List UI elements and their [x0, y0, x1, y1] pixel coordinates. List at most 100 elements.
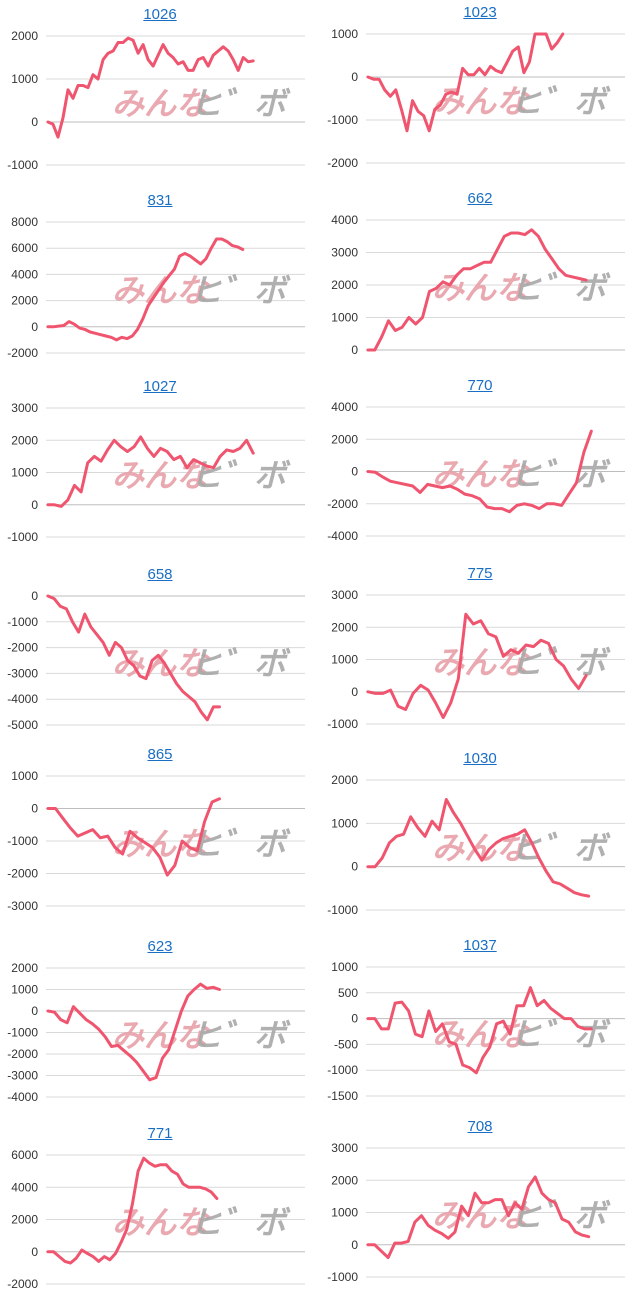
- series-line: [366, 986, 593, 1075]
- y-tick-label: -5000: [7, 718, 38, 732]
- chart-title-link[interactable]: 775: [467, 565, 493, 582]
- y-tick-label: 0: [31, 1245, 38, 1259]
- y-tick-label: 8000: [11, 215, 38, 229]
- chart-panel-770: 770 4000 2000 0 -2000 -4000 みんな ヒ゛ボ: [320, 377, 640, 570]
- y-tick-label: -2000: [7, 641, 38, 655]
- chart-title-link[interactable]: 771: [147, 1125, 173, 1142]
- chart-panel-708: 708 3000 2000 1000 0 -1000 みんな ヒ゛ボ: [320, 1118, 640, 1316]
- watermark-text-left: みんな: [112, 1017, 211, 1055]
- y-tick-label: 500: [338, 986, 358, 1000]
- y-tick-label: -2000: [327, 497, 358, 511]
- chart-panel-771: 771 6000 4000 2000 0 -2000 みんな ヒ゛ボ: [0, 1125, 320, 1316]
- series-line: [46, 1156, 219, 1265]
- y-tick-label: -1000: [7, 530, 38, 544]
- y-tick-label: -1000: [7, 1026, 38, 1040]
- watermark-text-right: ヒ゛ボ: [510, 83, 611, 121]
- series-line: [366, 32, 565, 133]
- chart-title-link[interactable]: 1023: [463, 4, 497, 21]
- chart-title-link[interactable]: 708: [467, 1118, 493, 1135]
- y-tick-label: 0: [351, 343, 358, 357]
- watermark-text-right: ヒ゛ボ: [510, 269, 611, 307]
- series-line: [366, 798, 591, 898]
- chart-title-link[interactable]: 1037: [463, 937, 497, 954]
- y-tick-label: 2000: [11, 433, 38, 447]
- series-line: [46, 982, 221, 1082]
- series-line: [366, 228, 588, 352]
- watermark-text-left: みんな: [112, 272, 211, 310]
- series-line: [46, 36, 255, 139]
- y-tick-label: 0: [31, 802, 38, 816]
- series-line: [366, 429, 593, 514]
- y-tick-label: 0: [351, 1238, 358, 1252]
- chart-panel-831: 831 8000 6000 4000 2000 0 -2000 みんな ヒ゛ボ: [0, 192, 320, 384]
- y-tick-label: 1000: [11, 769, 38, 783]
- chart-title-link[interactable]: 865: [147, 746, 173, 763]
- watermark-text-right: ヒ゛ボ: [190, 825, 291, 863]
- y-tick-label: 2000: [331, 1173, 358, 1187]
- watermark-text-left: みんな: [112, 457, 211, 495]
- y-tick-label: 4000: [331, 213, 358, 227]
- y-tick-label: 1000: [331, 960, 358, 974]
- y-tick-label: 0: [31, 498, 38, 512]
- y-tick-label: -1000: [7, 615, 38, 629]
- chart-title-link[interactable]: 1027: [143, 378, 177, 395]
- y-tick-label: 6000: [11, 241, 38, 255]
- y-tick-label: 2000: [331, 278, 358, 292]
- series-line: [46, 435, 255, 508]
- watermark-text-right: ヒ゛ボ: [190, 1017, 291, 1055]
- y-tick-label: 0: [31, 115, 38, 129]
- y-tick-label: 6000: [11, 1148, 38, 1162]
- y-tick-label: 3000: [331, 1141, 358, 1155]
- y-tick-label: 2000: [11, 29, 38, 43]
- chart-title-link[interactable]: 623: [147, 938, 173, 955]
- y-tick-label: 3000: [331, 588, 358, 602]
- y-tick-label: -1000: [327, 717, 358, 731]
- series-line: [46, 237, 245, 342]
- y-tick-label: -3000: [7, 666, 38, 680]
- y-tick-label: 0: [351, 860, 358, 874]
- y-tick-label: -1500: [327, 1089, 358, 1103]
- series-line: [46, 594, 221, 722]
- chart-title-link[interactable]: 831: [147, 192, 173, 209]
- watermark-text-right: ヒ゛ボ: [190, 272, 291, 310]
- chart-title-link[interactable]: 658: [147, 566, 173, 583]
- series-line: [366, 1175, 591, 1260]
- y-tick-label: -2000: [7, 1047, 38, 1061]
- watermark-text-right: ヒ゛ボ: [510, 829, 611, 867]
- chart-title-link[interactable]: 662: [467, 190, 493, 207]
- y-tick-label: 3000: [331, 246, 358, 260]
- watermark-text-right: ヒ゛ボ: [190, 457, 291, 495]
- chart-title-link[interactable]: 770: [467, 377, 493, 394]
- chart-title-link[interactable]: 1030: [463, 750, 497, 767]
- y-tick-label: 4000: [331, 400, 358, 414]
- chart-title-link[interactable]: 1026: [143, 6, 177, 23]
- chart-panel-623: 623 2000 1000 0 -1000 -2000 -3000 -4000 みんな ヒ゛ボ: [0, 938, 320, 1128]
- y-tick-label: 2000: [331, 432, 358, 446]
- y-tick-label: 4000: [11, 267, 38, 281]
- chart-panel-1037: 1037 1000 500 0 -500 -1000 -1500 みんな ヒ゛ボ: [320, 937, 640, 1128]
- y-tick-label: -2000: [7, 346, 38, 360]
- watermark-text-left: みんな: [112, 645, 211, 683]
- y-tick-label: -3000: [7, 899, 38, 913]
- chart-panel-1027: 1027 3000 2000 1000 0 -1000 みんな ヒ゛ボ: [0, 378, 320, 570]
- watermark-text-right: ヒ゛ボ: [510, 456, 611, 494]
- y-tick-label: -3000: [7, 1069, 38, 1083]
- y-tick-label: 1000: [331, 311, 358, 325]
- y-tick-label: -1000: [327, 113, 358, 127]
